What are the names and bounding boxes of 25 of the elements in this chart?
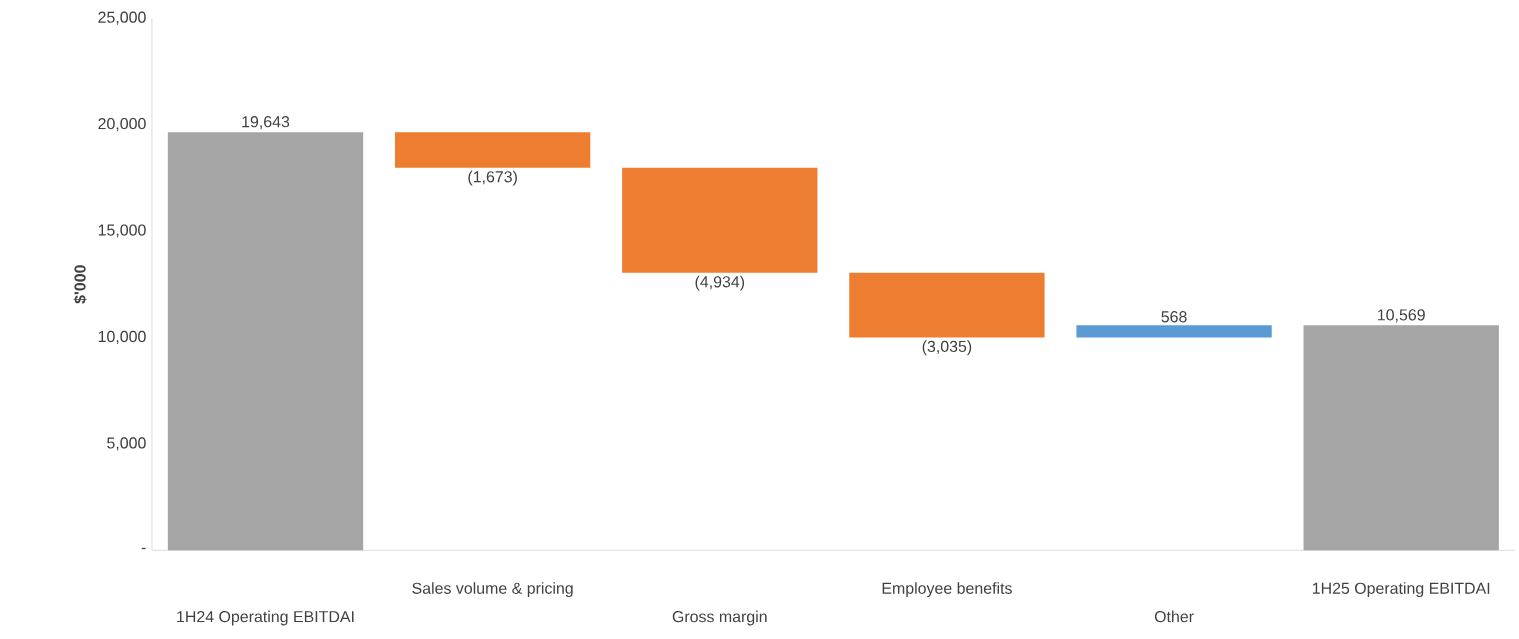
y-tick-label: 15,000: [98, 224, 146, 238]
x-tick-label: Other: [1154, 610, 1194, 623]
x-tick-label: 1H24 Operating EBITDAI: [177, 610, 354, 626]
bar: [849, 272, 1045, 338]
bar: [622, 167, 818, 273]
y-tick-label: 10,000: [98, 330, 146, 344]
bar: [1303, 325, 1499, 551]
data-label: 19,643: [242, 116, 290, 130]
data-label: 10,569: [1378, 309, 1425, 323]
y-axis-title: $'000: [73, 265, 87, 304]
y-tick-label: -: [141, 547, 146, 550]
x-tick-label: 1H25 Operating EBITDAI: [1312, 582, 1490, 598]
data-label: (3,035): [922, 340, 972, 356]
x-tick-label: Sales volume & pricing: [412, 582, 573, 598]
y-tick-label: 20,000: [98, 117, 146, 132]
bar: [1076, 325, 1272, 338]
data-label: 568: [1161, 311, 1187, 323]
bar: [394, 132, 591, 168]
bar: [167, 132, 364, 551]
data-label: (1,673): [468, 170, 517, 186]
x-tick-label: Employee benefits: [882, 582, 1012, 598]
y-tick-label: 5,000: [107, 437, 146, 451]
x-tick-label: Gross margin: [672, 610, 767, 626]
y-tick-label: 25,000: [98, 11, 146, 25]
data-label: (4,934): [695, 275, 745, 291]
